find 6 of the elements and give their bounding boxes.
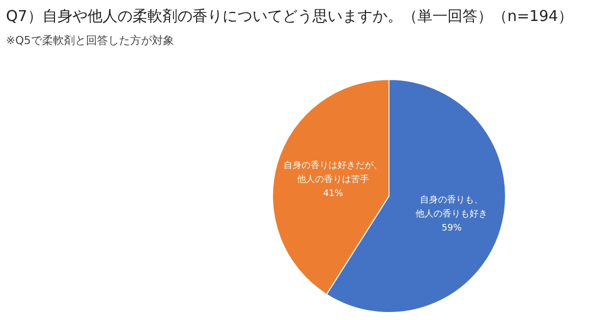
text: ※Q5で柔軟剤と回答した方が対象 [6,33,174,48]
slice-label: 自身の香りも、他人の香りも好き [416,194,488,220]
slice-label: 自身の香りは好きだが、他人の香りは苦手 [284,160,383,186]
data-label: 59% [442,224,462,234]
data-label: 41% [323,189,344,200]
chart-title: Q7）自身や他人の柔軟剤の香りについてどう思いますか。（単一回答）（n=194） [6,7,574,26]
